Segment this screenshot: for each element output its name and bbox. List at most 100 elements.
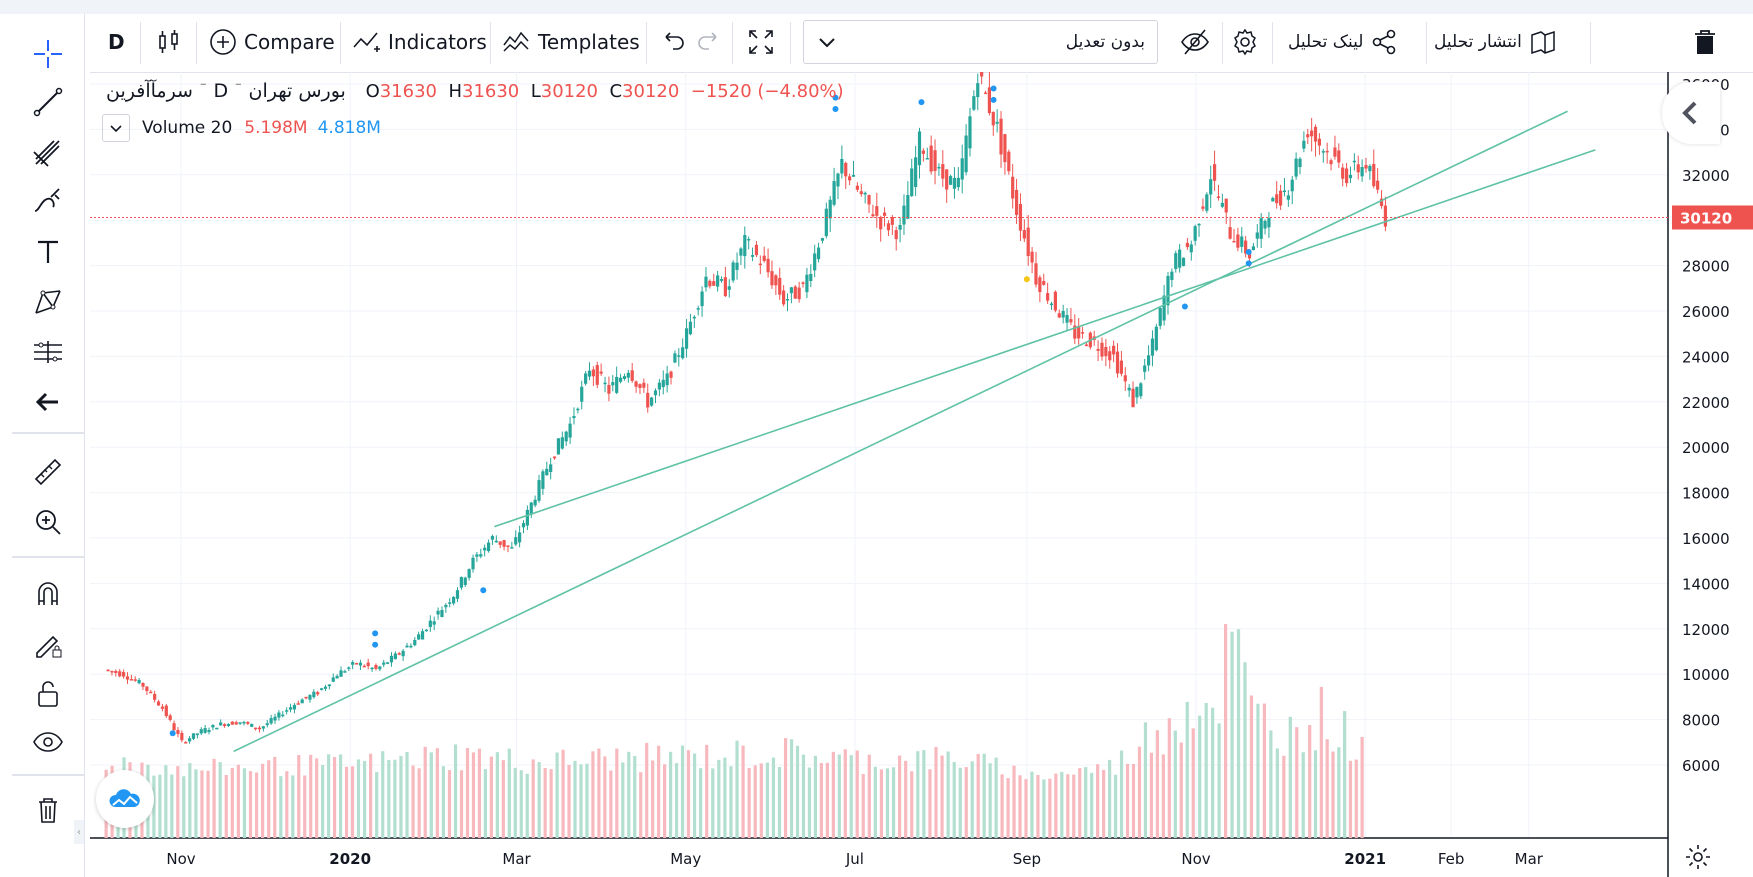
right-panel-toggle[interactable] [1662,82,1720,144]
eye-icon[interactable] [26,722,70,762]
candle-body [1007,151,1011,172]
candle-body [948,176,953,185]
volume-bar [1119,750,1124,838]
volume-collapse-chevron-icon[interactable] [102,114,130,142]
chart-settings-gear-icon[interactable] [1683,842,1713,872]
publish-analysis-button[interactable]: انتشار تحلیل [1434,20,1558,64]
candle-body [479,554,483,557]
pitchfork-icon[interactable] [26,132,70,172]
compare-button[interactable]: Compare [208,20,335,64]
candle-body [121,672,126,677]
volume-bar [236,764,240,838]
candle-body [836,173,840,187]
candle-body [801,282,805,284]
candle-body [219,722,223,726]
adjustment-select[interactable]: بدون تعدیل [803,20,1158,64]
back-arrow-icon[interactable] [26,382,70,422]
candle-body [657,382,661,390]
unlock-icon[interactable] [26,674,70,714]
candle-type-icon[interactable] [154,20,184,64]
undo-icon[interactable] [658,20,688,64]
candle-body [855,185,859,190]
templates-button[interactable]: Templates [502,20,640,64]
volume-bar [1155,730,1159,838]
redo-icon[interactable] [694,20,724,64]
candle-body [1014,189,1019,215]
volume-bar [603,756,607,838]
candle-body [230,721,234,725]
candle-body [894,230,898,240]
candle-body [816,247,821,260]
candle-body [1259,218,1263,239]
price-chart[interactable]: 6000 8000 10000 12000 14000 16000 18000 20000 22… [90,72,1753,877]
volume-bar [519,770,523,838]
candle-body [1205,194,1209,211]
volume-bar [356,759,361,838]
prediction-icon[interactable] [26,332,70,372]
settings-gear-icon[interactable] [1230,20,1260,64]
volume-bar [795,745,800,838]
candle-body [937,166,941,169]
trash-icon[interactable] [26,790,70,830]
candle-body [1143,365,1147,372]
candle-body [234,722,238,725]
chart-grid [90,72,1669,877]
volume-bar [609,770,613,838]
delete-trash-icon[interactable] [1690,20,1720,64]
candle-body [886,223,891,231]
indicators-button[interactable]: Indicators [352,20,487,64]
cloud-logo-icon[interactable] [96,770,154,828]
candle-body [591,369,595,377]
candle-body [898,225,902,230]
signal-dot [990,85,997,92]
volume-bar [477,748,482,838]
candle-body [964,135,968,173]
trend-line-icon[interactable] [26,82,70,122]
candle-body [405,645,409,648]
candle-body [832,181,836,205]
link-analysis-button[interactable]: لینک تحلیل [1288,20,1399,64]
magnet-icon[interactable] [26,574,70,614]
volume-bar [489,756,493,838]
collapse-toolbar-arrow[interactable]: ‹ [74,820,84,844]
ruler-icon[interactable] [26,452,70,492]
text-icon[interactable] [26,232,70,272]
volume-bar [561,749,565,838]
templates-icon [503,31,529,52]
volume-bar [1343,711,1347,838]
candle-body [972,96,976,110]
volume-bar [946,751,950,838]
crosshair-icon[interactable] [26,34,70,74]
hide-icon[interactable] [1180,20,1210,64]
price-tick-label: 26000 [1682,303,1730,321]
interval-button[interactable]: D [108,30,125,54]
candle-body [1298,158,1302,168]
fullscreen-icon[interactable] [746,20,776,64]
volume-bar [1348,760,1353,838]
volume-bar [555,752,559,838]
volume-bar [1149,752,1154,838]
zoom-in-icon[interactable] [26,502,70,542]
volume-bar [861,774,865,838]
volume-bar [651,760,655,838]
candle-body [463,577,467,585]
pattern-icon[interactable] [26,282,70,322]
candle-body [502,540,506,547]
lock-drawing-icon[interactable] [26,624,70,664]
legend-interval: D [213,80,229,102]
brush-icon[interactable] [26,182,70,222]
volume-bar [1288,716,1292,838]
candle-body [556,438,561,455]
candle-body [226,723,231,727]
volume-bar [254,772,259,838]
candle-body [374,664,378,669]
publish-analysis-label: انتشار تحلیل [1434,32,1522,52]
volume-bar [994,757,998,838]
volume-bar [891,767,896,838]
candle-body [1003,134,1007,163]
candle-body [587,370,592,377]
volume-bar [639,772,643,838]
candle-body [292,704,297,710]
time-tick-label: Jul [845,850,864,868]
candle-body [731,262,735,281]
